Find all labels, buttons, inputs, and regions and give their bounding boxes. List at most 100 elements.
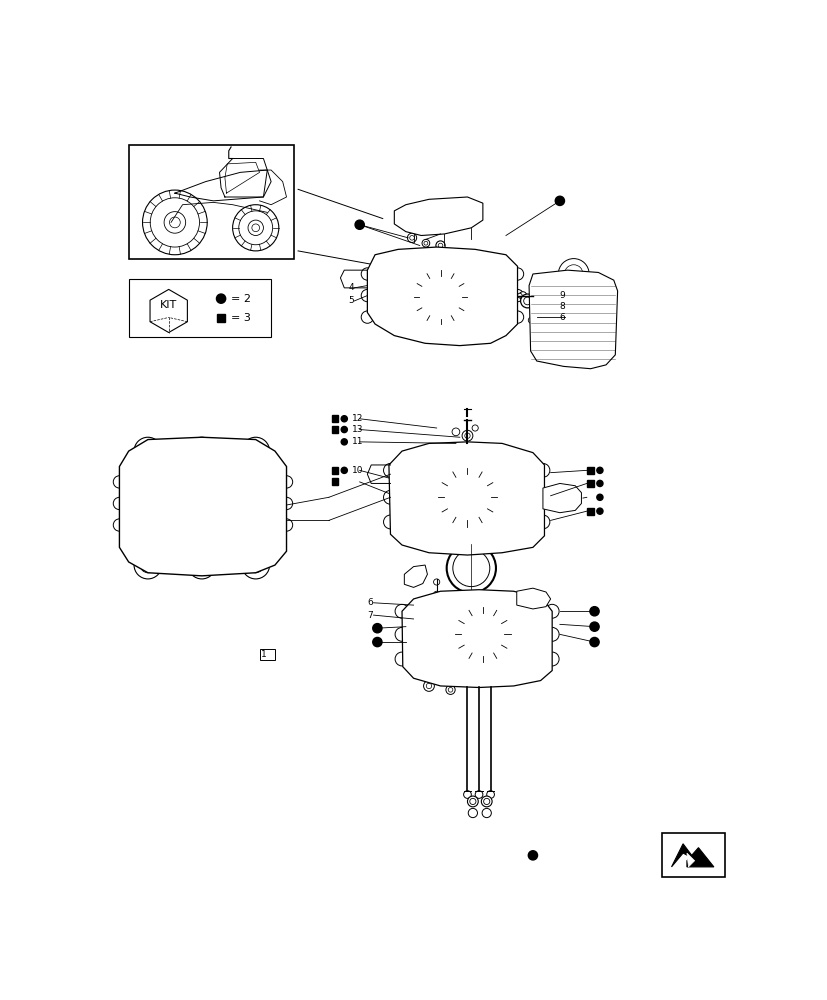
Bar xyxy=(586,508,594,515)
Bar xyxy=(586,480,594,487)
Text: 6: 6 xyxy=(559,313,565,322)
Circle shape xyxy=(468,808,477,818)
Circle shape xyxy=(555,196,564,205)
Circle shape xyxy=(383,490,397,504)
Circle shape xyxy=(280,519,292,531)
Circle shape xyxy=(216,294,226,303)
Circle shape xyxy=(409,235,414,240)
Circle shape xyxy=(535,515,549,529)
Bar xyxy=(331,426,338,433)
Circle shape xyxy=(471,425,478,431)
Circle shape xyxy=(528,317,533,323)
Circle shape xyxy=(394,627,409,641)
Circle shape xyxy=(412,572,419,580)
Circle shape xyxy=(433,579,439,585)
Circle shape xyxy=(430,460,504,534)
Circle shape xyxy=(457,487,477,507)
Circle shape xyxy=(170,488,218,537)
Circle shape xyxy=(545,627,558,641)
Circle shape xyxy=(564,265,582,283)
Circle shape xyxy=(535,490,549,504)
Circle shape xyxy=(422,239,429,247)
Circle shape xyxy=(480,796,491,807)
Bar xyxy=(128,279,270,337)
Circle shape xyxy=(188,507,200,519)
Circle shape xyxy=(444,474,490,520)
Circle shape xyxy=(446,685,455,694)
Circle shape xyxy=(383,463,397,477)
Circle shape xyxy=(144,561,151,569)
Circle shape xyxy=(448,600,516,668)
Circle shape xyxy=(140,443,155,459)
Circle shape xyxy=(452,550,490,587)
Circle shape xyxy=(341,426,347,433)
Text: = 2: = 2 xyxy=(231,294,251,304)
Text: 10: 10 xyxy=(351,466,363,475)
Circle shape xyxy=(567,303,574,309)
Circle shape xyxy=(194,443,209,459)
Text: 1: 1 xyxy=(261,650,266,659)
Circle shape xyxy=(511,311,523,323)
Circle shape xyxy=(475,791,482,798)
Circle shape xyxy=(530,309,539,319)
Circle shape xyxy=(589,637,599,647)
Bar xyxy=(128,145,294,259)
Circle shape xyxy=(372,637,381,647)
Circle shape xyxy=(596,508,602,514)
Circle shape xyxy=(241,437,270,465)
Circle shape xyxy=(596,480,602,487)
Text: 12: 12 xyxy=(351,414,363,423)
Circle shape xyxy=(372,624,381,633)
Circle shape xyxy=(589,607,599,616)
Circle shape xyxy=(408,265,472,329)
Circle shape xyxy=(535,463,549,477)
Circle shape xyxy=(545,652,558,666)
Circle shape xyxy=(394,652,409,666)
Bar xyxy=(331,478,338,485)
Polygon shape xyxy=(367,247,517,346)
Circle shape xyxy=(433,591,439,597)
Circle shape xyxy=(589,622,599,631)
Circle shape xyxy=(523,297,531,305)
Circle shape xyxy=(383,515,397,529)
Circle shape xyxy=(341,416,347,422)
Bar xyxy=(331,467,338,474)
Circle shape xyxy=(341,467,347,473)
Bar xyxy=(140,466,267,559)
Circle shape xyxy=(113,497,126,510)
Bar xyxy=(662,833,724,877)
Text: 13: 13 xyxy=(351,425,363,434)
Bar xyxy=(567,292,574,299)
Circle shape xyxy=(446,544,495,593)
Circle shape xyxy=(361,311,373,323)
Bar xyxy=(151,476,256,550)
Circle shape xyxy=(140,557,155,573)
Circle shape xyxy=(113,519,126,531)
Circle shape xyxy=(481,808,490,818)
Circle shape xyxy=(517,293,522,298)
Circle shape xyxy=(198,447,205,455)
Polygon shape xyxy=(404,565,427,587)
Circle shape xyxy=(144,447,151,455)
Circle shape xyxy=(341,439,347,445)
Circle shape xyxy=(486,791,494,798)
Circle shape xyxy=(179,497,209,528)
Circle shape xyxy=(520,294,533,308)
Circle shape xyxy=(528,594,538,604)
Circle shape xyxy=(423,681,434,691)
Circle shape xyxy=(557,259,589,289)
Circle shape xyxy=(361,289,373,302)
Text: 11: 11 xyxy=(351,437,363,446)
Circle shape xyxy=(467,796,478,807)
Circle shape xyxy=(519,292,526,299)
Text: = 3: = 3 xyxy=(231,313,251,323)
Bar xyxy=(259,649,275,660)
Text: 9: 9 xyxy=(559,291,565,300)
Bar xyxy=(217,314,225,322)
Polygon shape xyxy=(671,844,694,867)
Circle shape xyxy=(251,561,259,569)
Text: 6: 6 xyxy=(366,598,372,607)
Circle shape xyxy=(394,604,409,618)
Text: 7: 7 xyxy=(366,611,372,620)
Circle shape xyxy=(418,276,461,319)
